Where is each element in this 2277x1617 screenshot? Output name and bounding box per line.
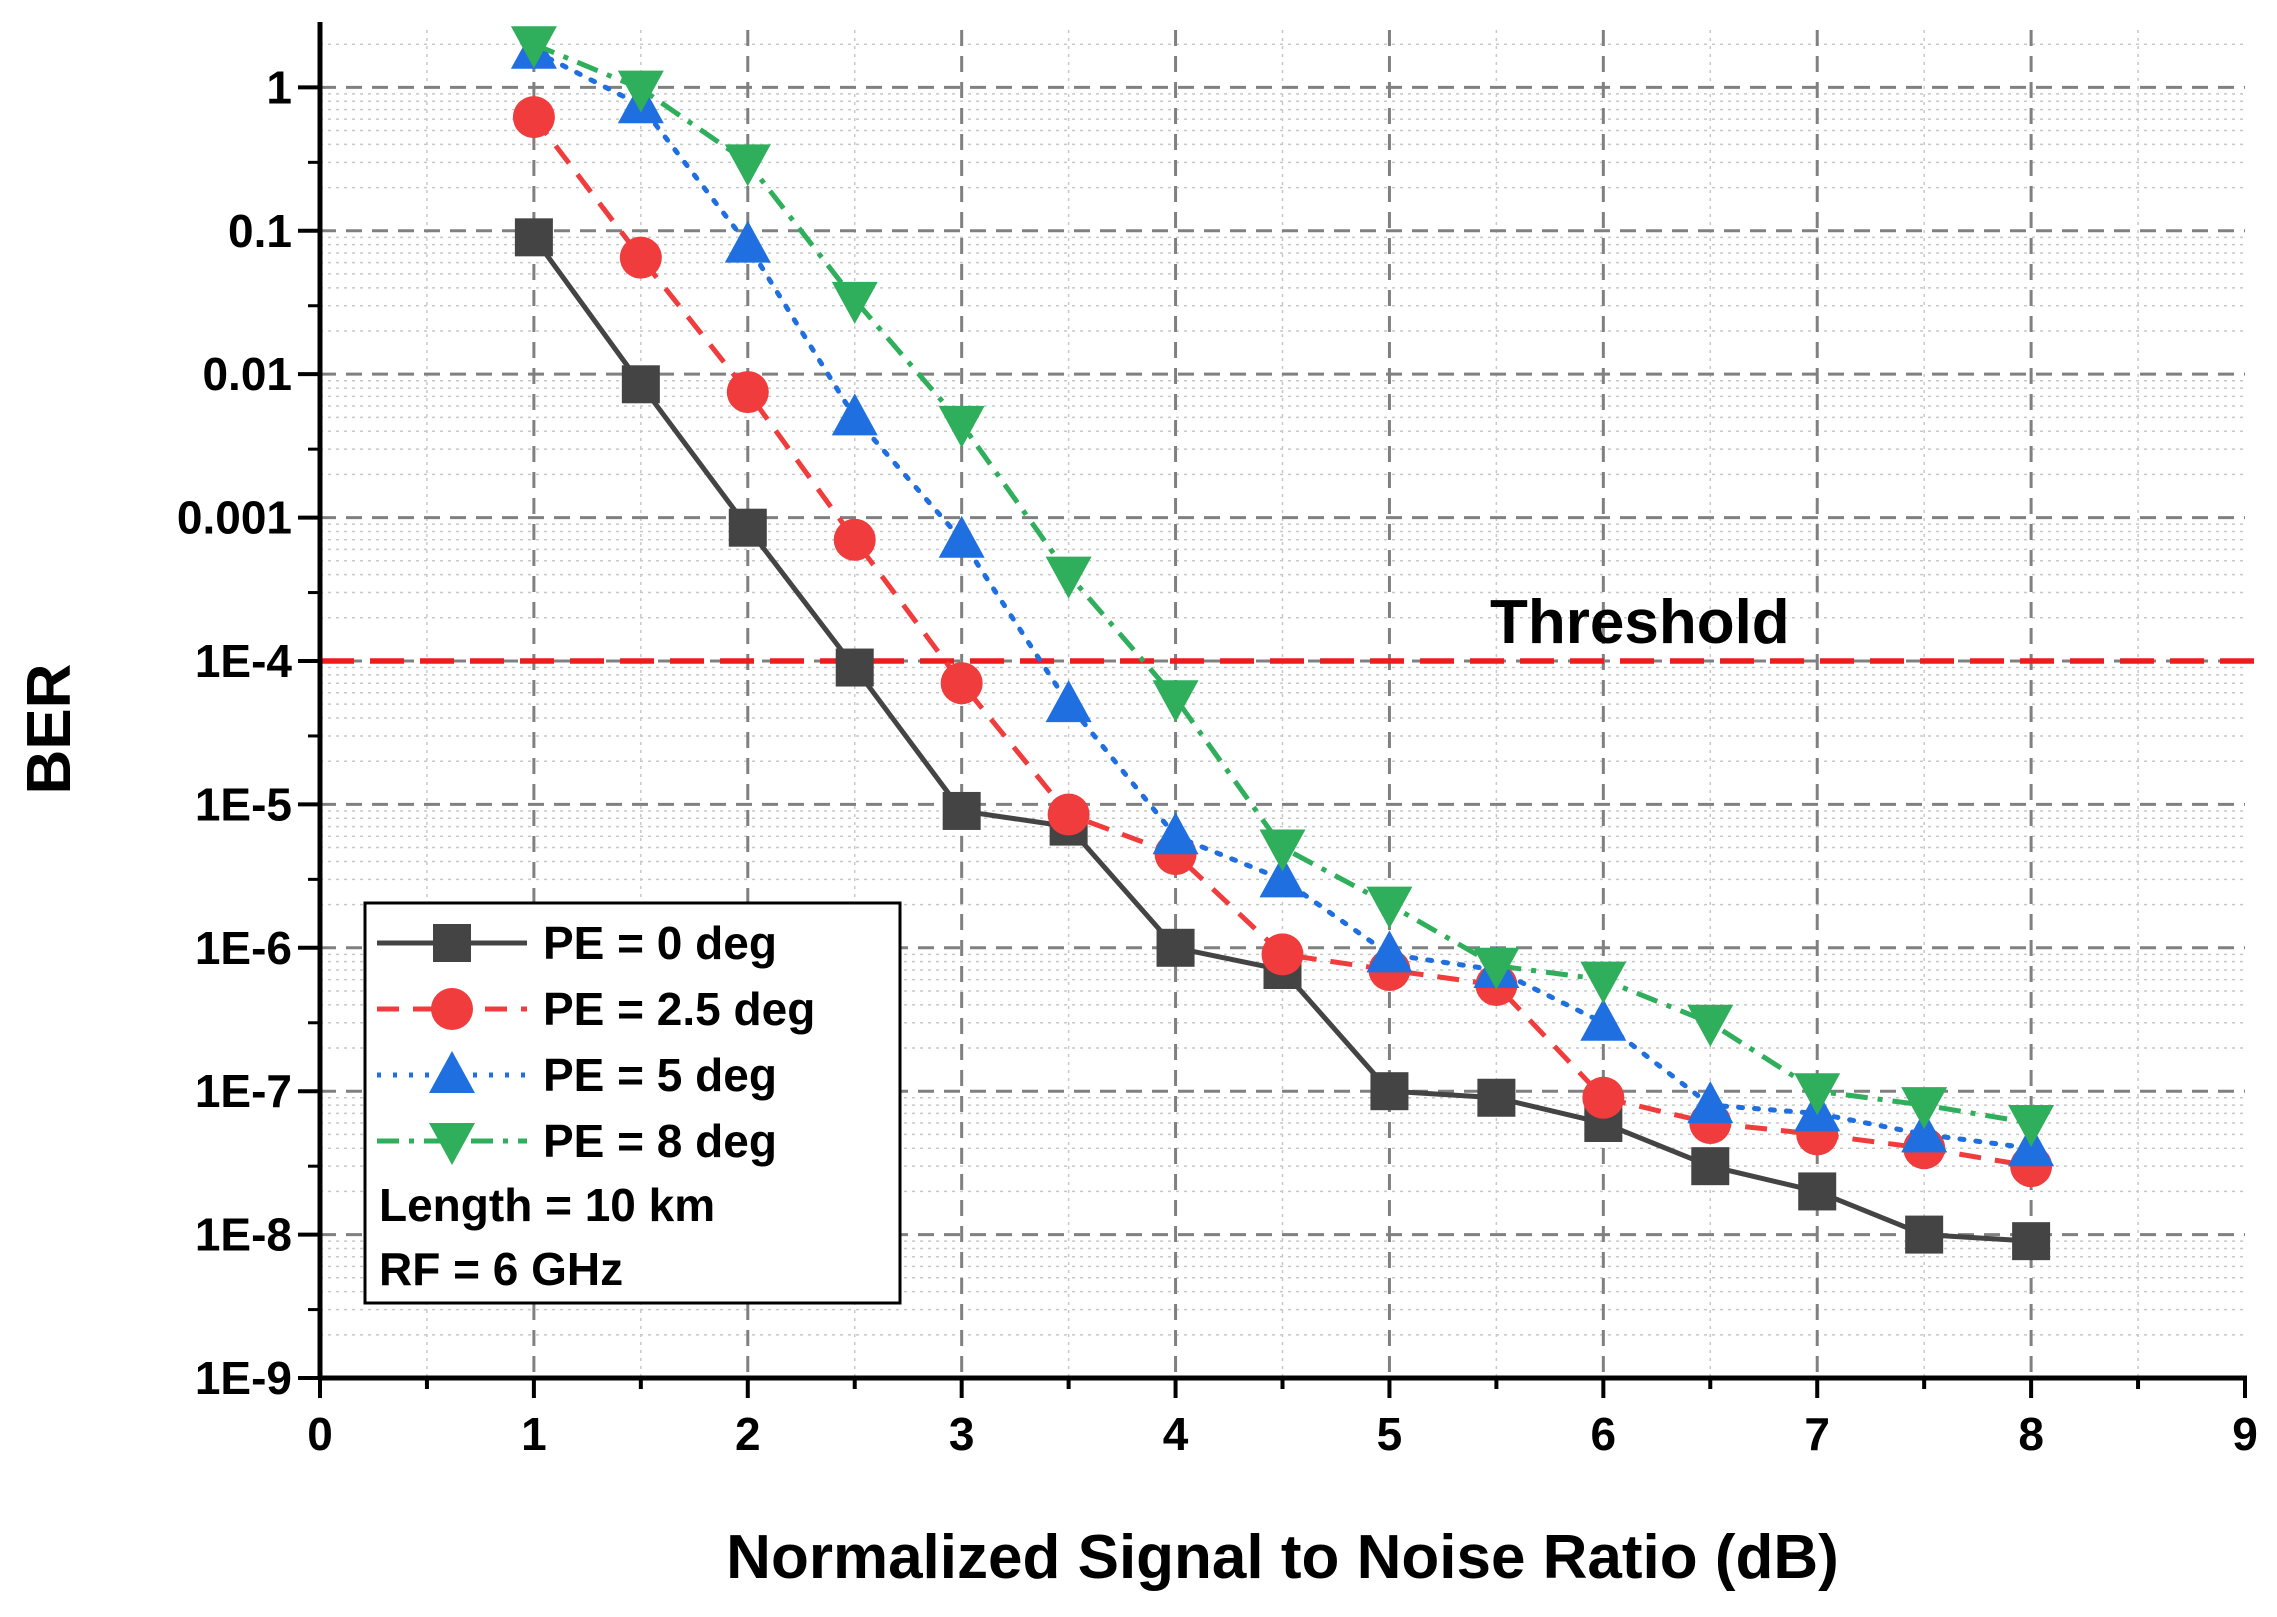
data-point-3-14 <box>2008 1105 2055 1148</box>
data-point-0-0 <box>514 218 553 257</box>
data-point-2-10 <box>1580 998 1627 1041</box>
y-tick-label: 1E-5 <box>195 778 292 830</box>
legend-label-2: PE = 5 deg <box>543 1049 777 1101</box>
data-point-1-5 <box>1047 793 1090 836</box>
y-tick-label: 0.1 <box>228 205 292 257</box>
x-axis-title: Normalized Signal to Noise Ratio (dB) <box>726 1523 1839 1592</box>
legend-label-1: PE = 2.5 deg <box>543 983 815 1035</box>
data-point-3-2 <box>724 144 771 187</box>
annotation-rf: RF = 6 GHz <box>379 1243 623 1295</box>
data-point-0-13 <box>1905 1215 1944 1254</box>
data-point-2-2 <box>724 220 771 263</box>
series-group <box>510 26 2055 1261</box>
data-point-0-14 <box>2012 1222 2051 1261</box>
data-point-3-11 <box>1687 1004 1734 1047</box>
legend-marker-3 <box>429 1123 475 1165</box>
data-point-1-2 <box>726 371 769 414</box>
y-tick-label: 1E-8 <box>195 1209 292 1261</box>
annotation-length: Length = 10 km <box>379 1179 715 1231</box>
series-3 <box>510 26 2055 1148</box>
data-point-0-3 <box>835 648 874 687</box>
x-tick-label: 9 <box>2232 1408 2258 1460</box>
legend-marker-2 <box>429 1051 475 1093</box>
data-point-2-7 <box>1259 855 1306 898</box>
legend: Length = 10 km RF = 6 GHz PE = 0 deg PE =… <box>363 901 902 1305</box>
axes <box>298 22 2247 1398</box>
y-tick-label: 1 <box>266 61 292 113</box>
legend-label-3: PE = 8 deg <box>543 1115 777 1167</box>
data-point-1-1 <box>619 236 662 279</box>
tick-labels: 0 1 2 3 4 5 6 7 8 9 1E-9 1E-8 1E-7 1E-6 1E-5 1E-4 0.001 0… <box>177 61 2258 1460</box>
series-line-1 <box>531 115 2032 1169</box>
data-point-3-13 <box>1901 1087 1948 1130</box>
series-2 <box>510 26 2055 1167</box>
data-point-2-6 <box>1152 812 1199 855</box>
data-point-0-2 <box>728 508 767 547</box>
data-point-3-8 <box>1366 886 1413 929</box>
data-point-3-12 <box>1794 1073 1841 1116</box>
x-tick-label: 4 <box>1163 1408 1189 1460</box>
legend-marker-0 <box>433 924 471 962</box>
data-point-3-0 <box>510 26 557 69</box>
x-tick-label: 3 <box>949 1408 975 1460</box>
data-point-3-5 <box>1045 556 1092 599</box>
data-point-2-5 <box>1045 680 1092 723</box>
data-point-1-4 <box>940 662 983 705</box>
legend-marker-1 <box>431 988 473 1030</box>
data-point-3-7 <box>1259 829 1306 872</box>
data-point-1-10 <box>1582 1076 1625 1119</box>
data-point-0-9 <box>1477 1078 1516 1117</box>
y-axis-title: BER <box>15 664 84 795</box>
data-point-0-6 <box>1156 928 1195 967</box>
threshold-label: Threshold <box>1490 588 1790 657</box>
y-tick-label: 0.001 <box>177 492 292 544</box>
x-tick-label: 8 <box>2018 1408 2044 1460</box>
data-point-3-4 <box>938 405 985 448</box>
data-point-3-9 <box>1473 947 1520 990</box>
data-point-3-6 <box>1152 680 1199 723</box>
data-point-1-3 <box>833 518 876 561</box>
y-tick-label: 1E-7 <box>195 1065 292 1117</box>
data-point-0-8 <box>1370 1072 1409 1111</box>
data-point-1-0 <box>512 96 555 139</box>
data-point-2-8 <box>1366 930 1413 973</box>
data-point-0-1 <box>621 365 660 404</box>
y-tick-label: 0.01 <box>202 348 292 400</box>
data-point-0-11 <box>1691 1147 1730 1186</box>
data-point-0-12 <box>1798 1172 1837 1211</box>
data-point-3-3 <box>831 281 878 324</box>
x-tick-label: 0 <box>307 1408 333 1460</box>
data-point-1-7 <box>1261 933 1304 976</box>
data-point-3-1 <box>617 70 664 113</box>
x-tick-label: 2 <box>735 1408 761 1460</box>
legend-box <box>363 901 902 1305</box>
x-tick-label: 6 <box>1591 1408 1617 1460</box>
y-tick-label: 1E-9 <box>195 1352 292 1404</box>
x-tick-label: 7 <box>1804 1408 1830 1460</box>
data-point-2-13 <box>1901 1110 1948 1153</box>
x-tick-label: 1 <box>521 1408 547 1460</box>
data-point-2-11 <box>1687 1081 1734 1124</box>
y-tick-label: 1E-6 <box>195 922 292 974</box>
data-point-2-4 <box>938 515 985 558</box>
x-tick-label: 5 <box>1377 1408 1403 1460</box>
y-tick-label: 1E-4 <box>195 635 293 687</box>
data-point-0-4 <box>942 791 981 830</box>
data-point-2-3 <box>831 393 878 436</box>
data-point-3-10 <box>1580 961 1627 1004</box>
legend-label-0: PE = 0 deg <box>543 917 777 969</box>
